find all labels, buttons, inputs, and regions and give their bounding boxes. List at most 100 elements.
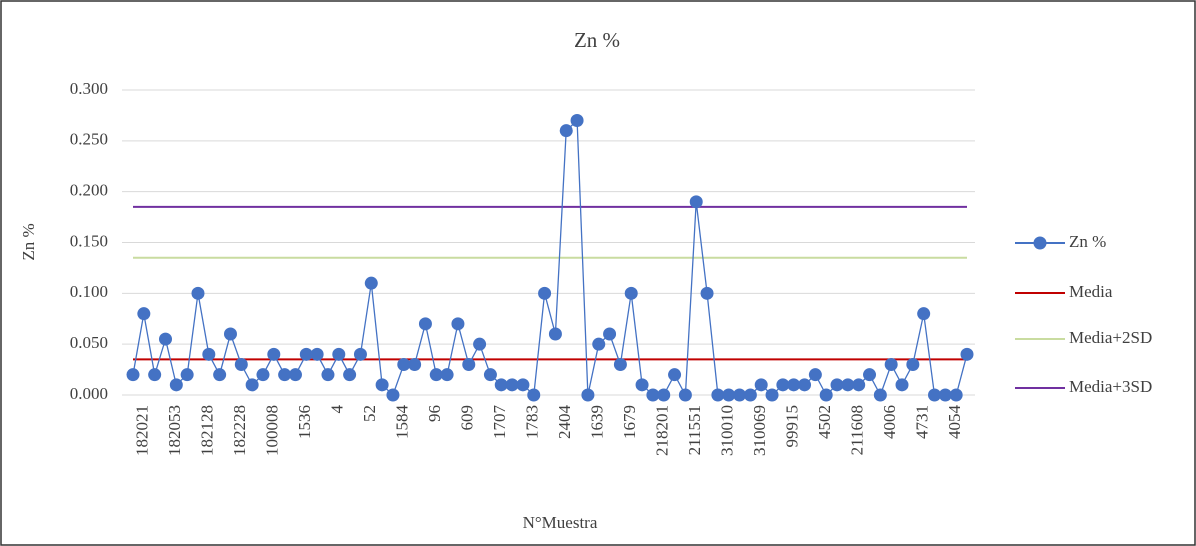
marker xyxy=(873,388,887,402)
marker xyxy=(787,378,801,392)
marker xyxy=(451,317,465,331)
marker xyxy=(462,358,476,371)
x-tick-label: 218201 xyxy=(653,405,672,456)
marker xyxy=(592,337,606,351)
marker xyxy=(516,378,530,392)
x-tick-label: 96 xyxy=(425,405,444,422)
marker xyxy=(180,368,194,382)
legend-label: Media+3SD xyxy=(1069,377,1152,396)
y-tick-label: 0.100 xyxy=(70,282,108,301)
marker xyxy=(245,378,259,392)
marker xyxy=(733,388,747,402)
marker xyxy=(884,358,898,371)
x-tick-label: 310010 xyxy=(718,405,737,456)
x-tick-label: 2404 xyxy=(555,405,574,440)
marker xyxy=(657,388,671,402)
y-tick-label: 0.300 xyxy=(70,79,108,98)
marker xyxy=(126,368,140,382)
marker xyxy=(906,358,920,371)
legend-label: Media xyxy=(1069,282,1113,301)
marker xyxy=(863,368,877,382)
y-tick-label: 0.000 xyxy=(70,384,108,403)
x-tick-label: 4054 xyxy=(945,405,964,440)
marker xyxy=(776,378,790,392)
marker xyxy=(678,388,692,402)
marker xyxy=(256,368,270,382)
marker xyxy=(397,358,411,371)
marker xyxy=(408,358,422,371)
marker xyxy=(191,286,205,300)
marker xyxy=(386,388,400,402)
x-axis-title: N°Muestra xyxy=(523,513,598,532)
legend-label: Media+2SD xyxy=(1069,328,1152,347)
marker xyxy=(473,337,487,351)
marker xyxy=(559,124,573,138)
x-tick-label: 1536 xyxy=(295,405,314,439)
x-tick-label: 211551 xyxy=(685,405,704,455)
marker xyxy=(440,368,454,382)
marker xyxy=(343,368,357,382)
marker xyxy=(364,276,378,290)
marker xyxy=(754,378,768,392)
marker xyxy=(158,332,172,346)
marker xyxy=(223,327,237,341)
marker xyxy=(234,358,248,371)
marker xyxy=(668,368,682,382)
marker xyxy=(765,388,779,402)
marker xyxy=(148,368,162,382)
y-tick-label: 0.250 xyxy=(70,130,108,149)
marker xyxy=(689,195,703,209)
x-tick-label: 4502 xyxy=(815,405,834,439)
x-tick-label: 1783 xyxy=(523,405,542,439)
marker xyxy=(288,368,302,382)
marker xyxy=(299,347,313,361)
marker xyxy=(321,368,335,382)
y-tick-label: 0.050 xyxy=(70,333,108,352)
x-tick-label: 211608 xyxy=(848,405,867,455)
marker xyxy=(213,368,227,382)
marker xyxy=(169,378,183,392)
marker xyxy=(722,388,736,402)
x-tick-label: 182021 xyxy=(133,405,152,456)
marker xyxy=(581,388,595,402)
marker xyxy=(743,388,757,402)
x-tick-label: 4731 xyxy=(913,405,932,439)
y-axis-title: Zn % xyxy=(19,223,38,260)
marker xyxy=(538,286,552,300)
x-tick-label: 1679 xyxy=(620,405,639,439)
x-tick-label: 1639 xyxy=(588,405,607,439)
marker xyxy=(841,378,855,392)
marker xyxy=(938,388,952,402)
marker xyxy=(483,368,497,382)
x-tick-label: 182228 xyxy=(230,405,249,456)
chart-title: Zn % xyxy=(574,28,620,52)
x-tick-label: 310069 xyxy=(750,405,769,456)
marker xyxy=(624,286,638,300)
marker xyxy=(603,327,617,341)
marker xyxy=(808,368,822,382)
marker xyxy=(548,327,562,341)
marker xyxy=(852,378,866,392)
x-tick-label: 4006 xyxy=(880,405,899,439)
marker xyxy=(949,388,963,402)
marker xyxy=(429,368,443,382)
marker xyxy=(960,347,974,361)
marker xyxy=(310,347,324,361)
marker xyxy=(353,347,367,361)
legend-marker xyxy=(1033,236,1047,250)
marker xyxy=(527,388,541,402)
marker xyxy=(267,347,281,361)
marker xyxy=(917,307,931,321)
marker xyxy=(819,388,833,402)
marker xyxy=(830,378,844,392)
marker xyxy=(375,378,389,392)
x-tick-label: 1707 xyxy=(490,405,509,440)
marker xyxy=(711,388,725,402)
marker xyxy=(928,388,942,402)
marker xyxy=(570,114,584,127)
marker xyxy=(635,378,649,392)
x-tick-label: 100008 xyxy=(263,405,282,456)
marker xyxy=(202,347,216,361)
